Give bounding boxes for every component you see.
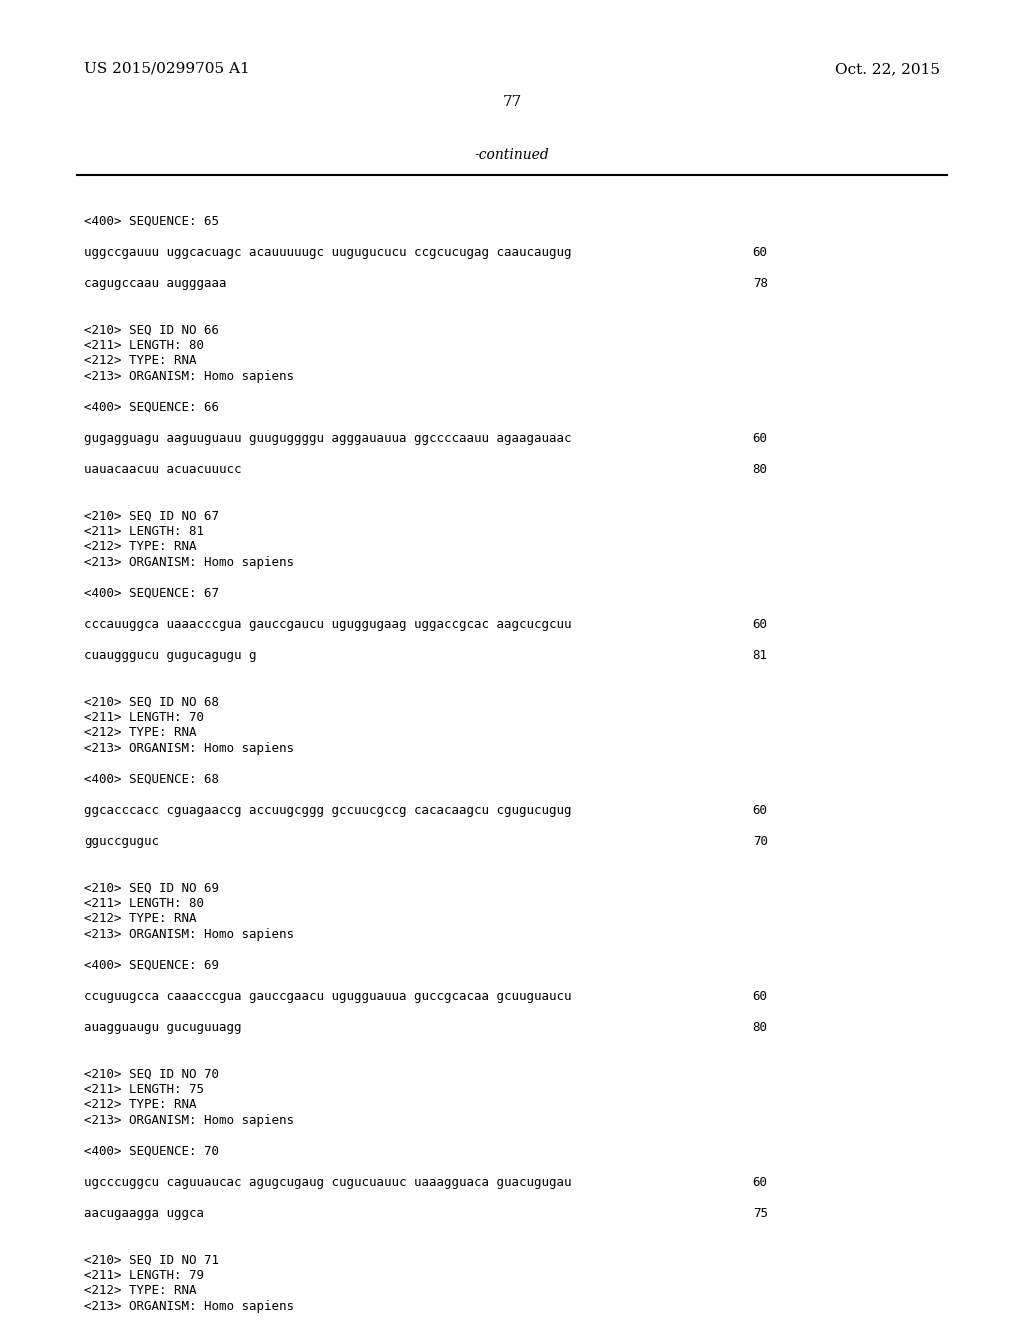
Text: 80: 80 [753,463,768,477]
Text: 81: 81 [753,649,768,663]
Text: 60: 60 [753,804,768,817]
Text: <211> LENGTH: 81: <211> LENGTH: 81 [84,525,204,539]
Text: US 2015/0299705 A1: US 2015/0299705 A1 [84,62,250,77]
Text: <400> SEQUENCE: 69: <400> SEQUENCE: 69 [84,960,219,972]
Text: <210> SEQ ID NO 70: <210> SEQ ID NO 70 [84,1068,219,1081]
Text: 77: 77 [503,95,521,110]
Text: <212> TYPE: RNA: <212> TYPE: RNA [84,540,197,553]
Text: <213> ORGANISM: Homo sapiens: <213> ORGANISM: Homo sapiens [84,370,294,383]
Text: Oct. 22, 2015: Oct. 22, 2015 [835,62,940,77]
Text: gugagguagu aaguuguauu guuguggggu agggauauua ggccccaauu agaagauaac: gugagguagu aaguuguauu guuguggggu agggaua… [84,432,571,445]
Text: <212> TYPE: RNA: <212> TYPE: RNA [84,912,197,925]
Text: <213> ORGANISM: Homo sapiens: <213> ORGANISM: Homo sapiens [84,928,294,941]
Text: <213> ORGANISM: Homo sapiens: <213> ORGANISM: Homo sapiens [84,1114,294,1127]
Text: <210> SEQ ID NO 69: <210> SEQ ID NO 69 [84,882,219,895]
Text: <211> LENGTH: 70: <211> LENGTH: 70 [84,711,204,723]
Text: <211> LENGTH: 80: <211> LENGTH: 80 [84,339,204,352]
Text: 60: 60 [753,990,768,1003]
Text: aacugaagga uggca: aacugaagga uggca [84,1206,204,1220]
Text: uauacaacuu acuacuuucc: uauacaacuu acuacuuucc [84,463,242,477]
Text: <210> SEQ ID NO 71: <210> SEQ ID NO 71 [84,1254,219,1266]
Text: <212> TYPE: RNA: <212> TYPE: RNA [84,1284,197,1298]
Text: 60: 60 [753,432,768,445]
Text: <400> SEQUENCE: 66: <400> SEQUENCE: 66 [84,401,219,414]
Text: gguccguguc: gguccguguc [84,836,159,847]
Text: <213> ORGANISM: Homo sapiens: <213> ORGANISM: Homo sapiens [84,742,294,755]
Text: cuaugggucu gugucagugu g: cuaugggucu gugucagugu g [84,649,256,663]
Text: <212> TYPE: RNA: <212> TYPE: RNA [84,726,197,739]
Text: <400> SEQUENCE: 67: <400> SEQUENCE: 67 [84,587,219,601]
Text: <212> TYPE: RNA: <212> TYPE: RNA [84,355,197,367]
Text: 75: 75 [753,1206,768,1220]
Text: 78: 78 [753,277,768,290]
Text: <212> TYPE: RNA: <212> TYPE: RNA [84,1098,197,1111]
Text: ccuguugcca caaacccgua gauccgaacu ugugguauua guccgcacaa gcuuguaucu: ccuguugcca caaacccgua gauccgaacu uguggua… [84,990,571,1003]
Text: 70: 70 [753,836,768,847]
Text: <210> SEQ ID NO 66: <210> SEQ ID NO 66 [84,323,219,337]
Text: <213> ORGANISM: Homo sapiens: <213> ORGANISM: Homo sapiens [84,556,294,569]
Text: auagguaugu gucuguuagg: auagguaugu gucuguuagg [84,1020,242,1034]
Text: <211> LENGTH: 79: <211> LENGTH: 79 [84,1269,204,1282]
Text: 60: 60 [753,246,768,259]
Text: <400> SEQUENCE: 70: <400> SEQUENCE: 70 [84,1144,219,1158]
Text: uggccgauuu uggcacuagc acauuuuugc uugugucucu ccgcucugag caaucaugug: uggccgauuu uggcacuagc acauuuuugc uuguguc… [84,246,571,259]
Text: <211> LENGTH: 75: <211> LENGTH: 75 [84,1082,204,1096]
Text: cccauuggca uaaacccgua gauccgaucu uguggugaag uggaccgcac aagcucgcuu: cccauuggca uaaacccgua gauccgaucu uguggug… [84,618,571,631]
Text: ggcacccacc cguagaaccg accuugcggg gccuucgccg cacacaagcu cgugucugug: ggcacccacc cguagaaccg accuugcggg gccuucg… [84,804,571,817]
Text: <211> LENGTH: 80: <211> LENGTH: 80 [84,898,204,909]
Text: 80: 80 [753,1020,768,1034]
Text: <400> SEQUENCE: 65: <400> SEQUENCE: 65 [84,215,219,228]
Text: -continued: -continued [475,148,549,162]
Text: <213> ORGANISM: Homo sapiens: <213> ORGANISM: Homo sapiens [84,1300,294,1313]
Text: <210> SEQ ID NO 68: <210> SEQ ID NO 68 [84,696,219,709]
Text: ugcccuggcu caguuaucac agugcugaug cugucuauuc uaaagguaca guacugugau: ugcccuggcu caguuaucac agugcugaug cugucua… [84,1176,571,1189]
Text: <210> SEQ ID NO 67: <210> SEQ ID NO 67 [84,510,219,523]
Text: cagugccaau augggaaa: cagugccaau augggaaa [84,277,226,290]
Text: 60: 60 [753,1176,768,1189]
Text: <400> SEQUENCE: 68: <400> SEQUENCE: 68 [84,774,219,785]
Text: 60: 60 [753,618,768,631]
